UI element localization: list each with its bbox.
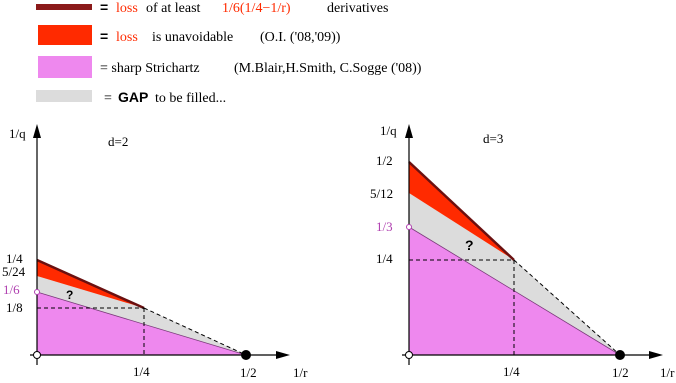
legend-row2-text: is unavoidable [152,30,233,45]
left-y-tick-1-6: 1/6 [3,282,20,297]
legend-row3-cite: (M.Blair,H.Smith, C.Sogge ('08)) [234,61,422,76]
left-gap-region [37,276,246,355]
left-open-marker-1-6 [34,289,40,295]
legend-row2-cite: (O.I. ('08,'09)) [260,30,341,45]
right-x-axis-label: 1/r [660,365,675,380]
left-plot: 1/q d=2 1/4 5/24 1/6 1/8 1/4 1/2 1/r ? [2,124,308,380]
right-title: d=3 [483,131,503,146]
left-dashed-extension [143,307,247,356]
legend-swatch-gap [36,90,92,102]
left-y-tick-1-4: 1/4 [6,251,23,266]
right-plot: 1/q d=3 1/2 5/12 1/3 1/4 1/4 1/2 1/r ? [370,123,675,380]
right-loss-line [408,161,515,261]
right-x-tick-1-4: 1/4 [503,364,520,379]
legend-row1-mid: of at least [146,1,201,16]
left-y-axis-label: 1/q [9,126,26,141]
right-dashed-extension [513,259,621,356]
left-x-tick-1-4: 1/4 [133,364,150,379]
left-y-tick-5-24: 5/24 [2,264,26,279]
left-x-axis-label: 1/r [293,365,308,380]
legend-row1-suffix: derivatives [327,1,388,16]
left-endpoint-marker [241,350,251,360]
legend-row2-prefix: = [100,28,108,44]
right-y-tick-5-12: 5/12 [370,186,393,201]
legend: = loss of at least 1/6(1/4−1/r) derivati… [36,0,422,106]
right-endpoint-marker [615,350,625,360]
legend-swatch-loss [38,25,92,45]
legend-row4-prefix: = [104,91,112,106]
left-y-axis-arrow [33,124,41,138]
legend-row4-bold: GAP [118,89,148,105]
right-y-tick-1-3: 1/3 [376,219,393,234]
legend-row2-word: loss [116,30,138,45]
left-gap-question-mark: ? [66,288,73,302]
right-y-axis-arrow [405,124,413,138]
legend-row1-word: loss [116,1,138,16]
left-y-tick-1-8: 1/8 [6,300,23,315]
right-x-axis-arrow [649,351,663,359]
right-open-marker-1-3 [406,224,412,230]
right-y-tick-1-2: 1/2 [376,153,393,168]
left-x-tick-1-2: 1/2 [240,365,257,380]
legend-row4-rest: to be filled... [155,91,226,106]
left-origin-marker [33,351,41,359]
right-y-axis-label: 1/q [380,123,397,138]
right-origin-marker [405,351,413,359]
right-gap-question-mark: ? [465,237,474,253]
legend-row1-expr: 1/6(1/4−1/r) [222,1,291,16]
legend-swatch-strichartz [38,56,92,78]
left-loss-line [36,258,145,310]
legend-swatch-loss-line [36,4,92,10]
legend-row1-prefix: = [100,0,108,15]
right-x-tick-1-2: 1/2 [612,365,629,380]
left-x-axis-arrow [276,351,290,359]
right-y-tick-1-4: 1/4 [376,251,393,266]
left-title: d=2 [108,134,128,149]
left-strichartz-boundary [36,291,247,356]
legend-row3-text: = sharp Strichartz [100,61,200,76]
